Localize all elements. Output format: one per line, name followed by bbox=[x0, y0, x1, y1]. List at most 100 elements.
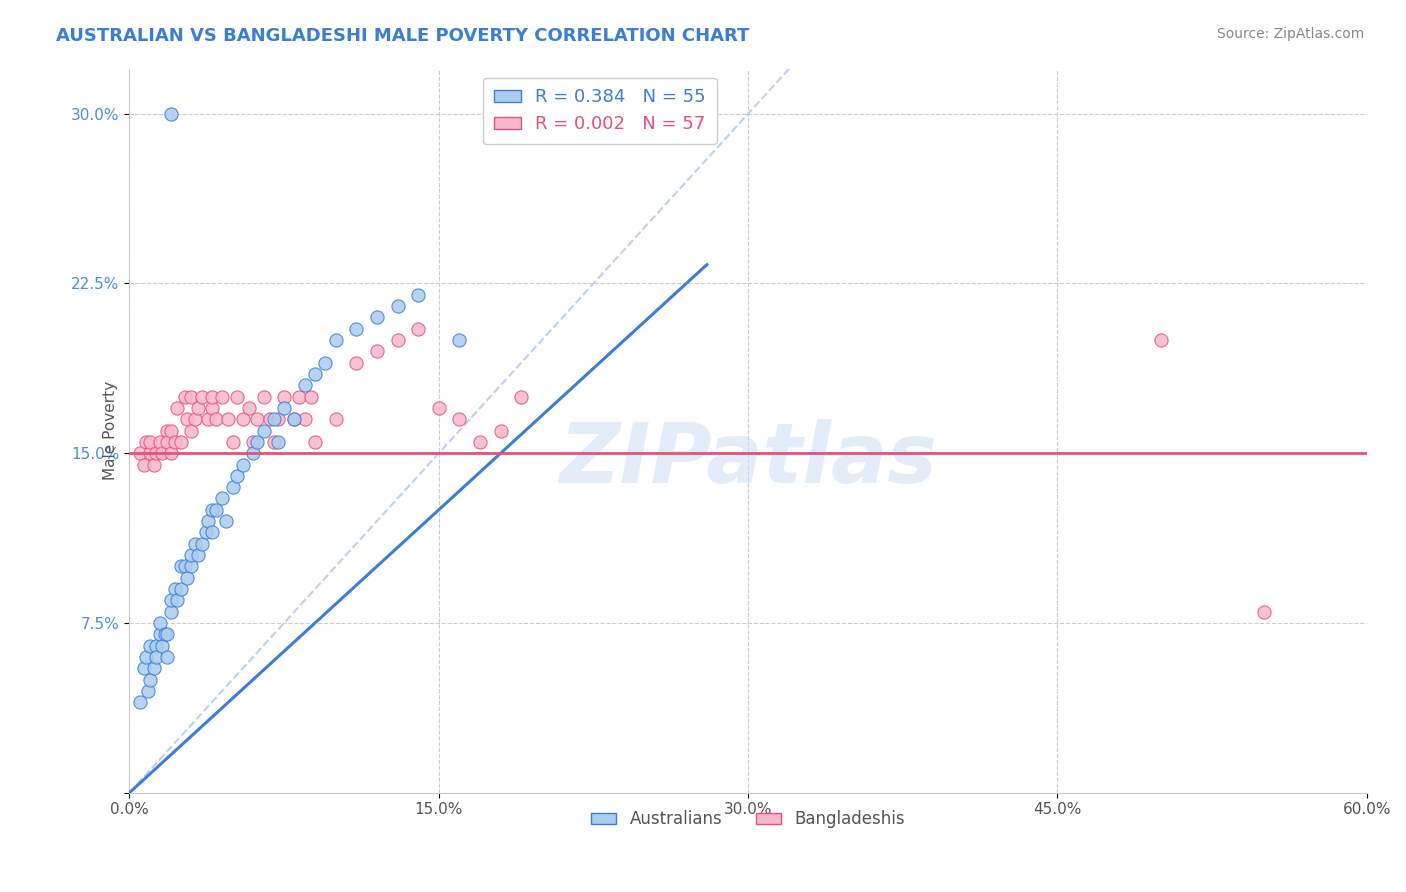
Point bbox=[449, 333, 471, 347]
Point bbox=[180, 390, 202, 404]
Point bbox=[184, 537, 207, 551]
Point bbox=[242, 434, 264, 449]
Point bbox=[149, 615, 172, 630]
Point bbox=[406, 322, 429, 336]
Point bbox=[174, 390, 197, 404]
Point bbox=[406, 288, 429, 302]
Point bbox=[163, 434, 186, 449]
Point bbox=[1253, 605, 1275, 619]
Point bbox=[238, 401, 260, 415]
Point bbox=[221, 480, 243, 494]
Text: ZIPatlas: ZIPatlas bbox=[560, 419, 936, 500]
Point bbox=[304, 367, 326, 381]
Point bbox=[259, 412, 281, 426]
Point bbox=[170, 559, 193, 574]
Point bbox=[139, 446, 162, 460]
Point bbox=[489, 424, 512, 438]
Point bbox=[1149, 333, 1171, 347]
Point bbox=[180, 424, 202, 438]
Point bbox=[246, 434, 269, 449]
Point bbox=[283, 412, 305, 426]
Point bbox=[215, 514, 238, 528]
Point bbox=[186, 401, 208, 415]
Point bbox=[197, 412, 219, 426]
Point bbox=[159, 593, 181, 607]
Point bbox=[128, 695, 150, 709]
Point bbox=[225, 468, 247, 483]
Point bbox=[252, 390, 274, 404]
Point bbox=[201, 401, 224, 415]
Point bbox=[186, 548, 208, 562]
Point bbox=[170, 434, 193, 449]
Point bbox=[252, 424, 274, 438]
Point bbox=[201, 390, 224, 404]
Point bbox=[205, 412, 228, 426]
Point bbox=[139, 673, 162, 687]
Point bbox=[135, 434, 157, 449]
Text: Source: ZipAtlas.com: Source: ZipAtlas.com bbox=[1216, 27, 1364, 41]
Point bbox=[221, 434, 243, 449]
Point bbox=[325, 333, 347, 347]
Point bbox=[155, 627, 177, 641]
Y-axis label: Male Poverty: Male Poverty bbox=[104, 381, 118, 480]
Point bbox=[190, 390, 212, 404]
Point bbox=[166, 593, 188, 607]
Point bbox=[145, 649, 167, 664]
Point bbox=[387, 299, 409, 313]
Point bbox=[263, 434, 285, 449]
Point bbox=[232, 412, 254, 426]
Point bbox=[468, 434, 491, 449]
Point bbox=[449, 412, 471, 426]
Point bbox=[190, 537, 212, 551]
Point bbox=[176, 412, 198, 426]
Point bbox=[139, 434, 162, 449]
Point bbox=[170, 582, 193, 596]
Point bbox=[143, 458, 166, 472]
Point bbox=[166, 401, 188, 415]
Point bbox=[176, 571, 198, 585]
Point bbox=[197, 514, 219, 528]
Point bbox=[149, 434, 172, 449]
Point bbox=[180, 559, 202, 574]
Point bbox=[211, 390, 233, 404]
Point bbox=[314, 356, 336, 370]
Point bbox=[325, 412, 347, 426]
Point bbox=[267, 412, 290, 426]
Point bbox=[174, 559, 197, 574]
Point bbox=[159, 424, 181, 438]
Point bbox=[149, 627, 172, 641]
Point bbox=[201, 503, 224, 517]
Point bbox=[132, 458, 155, 472]
Point bbox=[194, 525, 217, 540]
Point bbox=[299, 390, 322, 404]
Point bbox=[155, 649, 177, 664]
Point bbox=[145, 446, 167, 460]
Point bbox=[242, 446, 264, 460]
Point bbox=[143, 661, 166, 675]
Point bbox=[294, 378, 316, 392]
Point bbox=[152, 639, 174, 653]
Point bbox=[387, 333, 409, 347]
Point bbox=[159, 107, 181, 121]
Point bbox=[366, 310, 388, 325]
Point bbox=[225, 390, 247, 404]
Point bbox=[159, 446, 181, 460]
Legend: Australians, Bangladeshis: Australians, Bangladeshis bbox=[585, 804, 911, 835]
Point bbox=[211, 491, 233, 506]
Point bbox=[217, 412, 239, 426]
Point bbox=[366, 344, 388, 359]
Text: AUSTRALIAN VS BANGLADESHI MALE POVERTY CORRELATION CHART: AUSTRALIAN VS BANGLADESHI MALE POVERTY C… bbox=[56, 27, 749, 45]
Point bbox=[263, 412, 285, 426]
Point bbox=[128, 446, 150, 460]
Point bbox=[136, 683, 159, 698]
Point bbox=[246, 412, 269, 426]
Point bbox=[135, 649, 157, 664]
Point bbox=[427, 401, 450, 415]
Point bbox=[232, 458, 254, 472]
Point bbox=[294, 412, 316, 426]
Point bbox=[155, 434, 177, 449]
Point bbox=[180, 548, 202, 562]
Point bbox=[132, 661, 155, 675]
Point bbox=[273, 390, 295, 404]
Point bbox=[304, 434, 326, 449]
